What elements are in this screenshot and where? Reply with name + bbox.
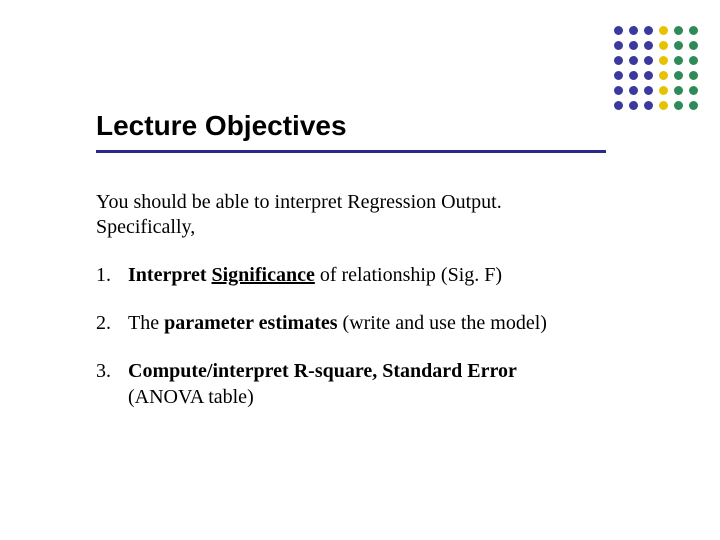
grid-dot xyxy=(614,101,623,110)
title-block: Lecture Objectives xyxy=(96,110,606,153)
grid-dot xyxy=(614,41,623,50)
grid-dot xyxy=(614,56,623,65)
text-segment: R-square, Standard Error xyxy=(294,360,517,382)
text-segment: (write and use the model) xyxy=(338,312,547,334)
grid-dot xyxy=(629,56,638,65)
grid-dot xyxy=(644,101,653,110)
grid-dot xyxy=(629,86,638,95)
intro-line-1: You should be able to interpret Regressi… xyxy=(96,191,502,213)
text-segment: of relationship (Sig. F) xyxy=(315,264,502,286)
slide-title: Lecture Objectives xyxy=(96,110,606,148)
title-underline xyxy=(96,150,606,153)
list-item: 1. Interpret Significance of relationship… xyxy=(96,262,596,288)
list-item: 3. Compute/interpret R-square, Standard E… xyxy=(96,358,596,410)
objectives-list: 1. Interpret Significance of relationship… xyxy=(96,262,596,432)
grid-dot xyxy=(614,71,623,80)
text-segment: Interpret xyxy=(128,264,212,286)
grid-dot xyxy=(629,26,638,35)
grid-dot xyxy=(629,101,638,110)
list-item-number: 1. xyxy=(96,262,111,288)
grid-dot xyxy=(689,71,698,80)
text-segment: Compute/interpret xyxy=(128,360,294,382)
list-item: 2. The parameter estimates (write and use… xyxy=(96,310,596,336)
text-segment: (ANOVA table) xyxy=(128,386,254,408)
grid-dot xyxy=(674,71,683,80)
intro-line-2: Specifically, xyxy=(96,216,195,238)
text-segment: The xyxy=(128,312,164,334)
text-segment: parameter estimates xyxy=(164,312,337,334)
grid-dot xyxy=(644,26,653,35)
grid-dot xyxy=(689,56,698,65)
list-item-number: 3. xyxy=(96,358,111,384)
grid-dot xyxy=(659,56,668,65)
grid-dot xyxy=(659,71,668,80)
grid-dot xyxy=(674,86,683,95)
grid-dot xyxy=(614,26,623,35)
grid-dot xyxy=(689,41,698,50)
corner-dot-grid xyxy=(614,26,704,116)
grid-dot xyxy=(644,71,653,80)
slide: Lecture Objectives You should be able to… xyxy=(0,0,720,540)
grid-dot xyxy=(659,101,668,110)
list-item-number: 2. xyxy=(96,310,111,336)
grid-dot xyxy=(644,86,653,95)
grid-dot xyxy=(689,86,698,95)
grid-dot xyxy=(674,56,683,65)
grid-dot xyxy=(674,26,683,35)
grid-dot xyxy=(614,86,623,95)
grid-dot xyxy=(659,86,668,95)
grid-dot xyxy=(629,71,638,80)
grid-dot xyxy=(689,26,698,35)
grid-dot xyxy=(689,101,698,110)
grid-dot xyxy=(644,56,653,65)
grid-dot xyxy=(644,41,653,50)
text-segment: Significance xyxy=(212,264,315,286)
grid-dot xyxy=(659,41,668,50)
intro-text: You should be able to interpret Regressi… xyxy=(96,190,596,240)
grid-dot xyxy=(659,26,668,35)
grid-dot xyxy=(674,41,683,50)
grid-dot xyxy=(674,101,683,110)
grid-dot xyxy=(629,41,638,50)
